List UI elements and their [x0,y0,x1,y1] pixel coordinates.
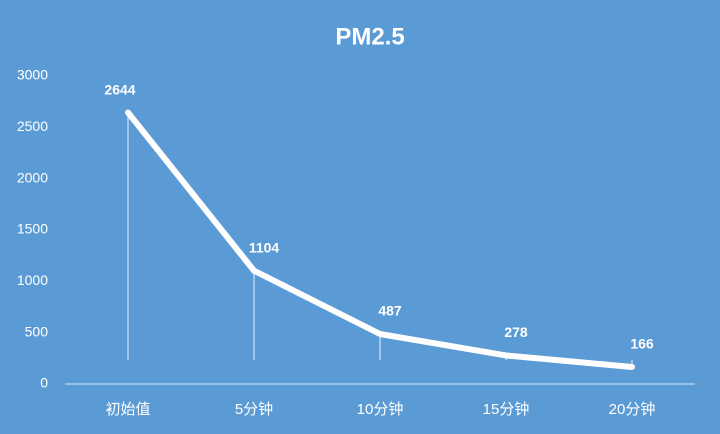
y-tick-label: 1500 [17,221,48,237]
data-label: 278 [504,324,528,340]
x-tick-label: 5分钟 [235,401,273,418]
line [125,109,635,370]
x-tick-label: 10分钟 [357,401,404,418]
data-label: 1104 [249,239,280,255]
y-tick-label: 0 [40,375,48,391]
data-label: 166 [630,336,654,352]
data-label: 487 [378,303,402,319]
chart-title: PM2.5 [335,23,404,50]
data-label: 2644 [104,81,135,97]
x-tick-label: 15分钟 [483,401,530,418]
y-tick-label: 3000 [17,67,48,83]
y-tick-label: 500 [25,323,49,339]
x-tick-label: 20分钟 [609,401,656,418]
y-tick-label: 2500 [17,118,48,134]
x-tick-label: 初始值 [105,401,150,418]
y-tick-label: 2000 [17,169,48,185]
y-tick-label: 1000 [17,272,48,288]
